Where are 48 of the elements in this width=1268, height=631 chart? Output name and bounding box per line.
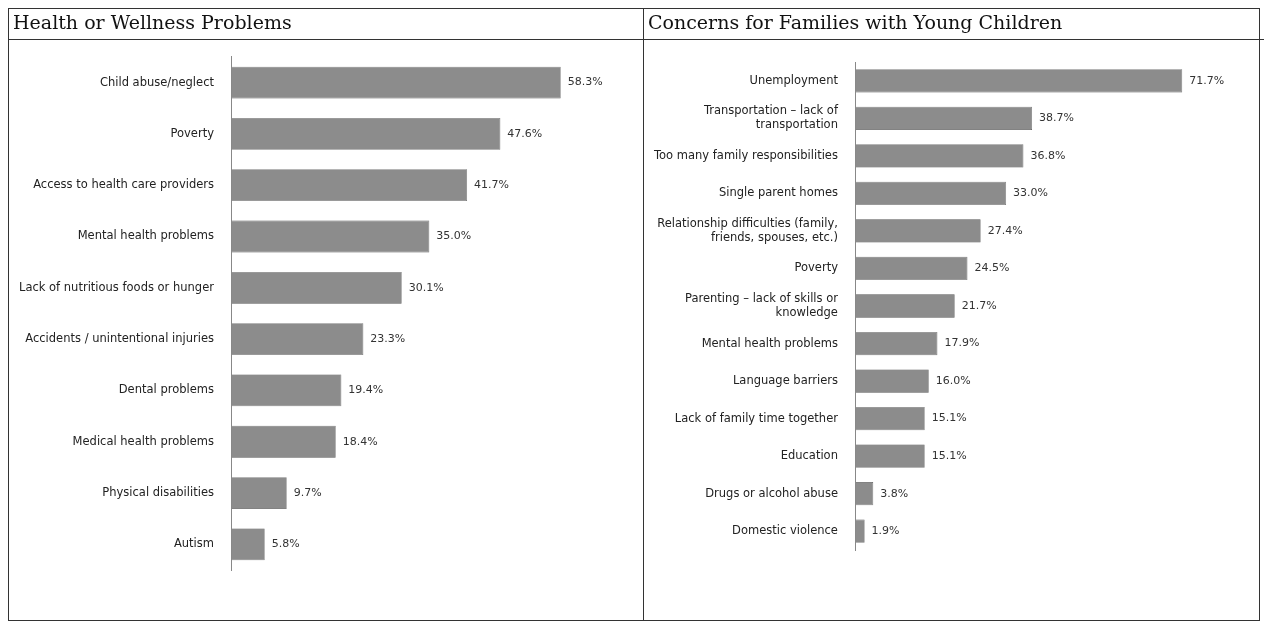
data-label: 36.8% xyxy=(1030,148,1066,162)
y-tick-label: Dental problems xyxy=(118,382,214,397)
y-tick-label: Lack of family time together xyxy=(674,410,839,425)
y-tick-label: Medical health problems xyxy=(72,433,214,448)
data-label: 35.0% xyxy=(436,229,472,243)
y-tick-label: Accidents / unintentional injuries xyxy=(25,331,214,346)
y-tick-label: Parenting – lack of skills or knowledge xyxy=(685,291,839,319)
data-label: 16.0% xyxy=(935,373,971,387)
y-tick-label: Mental health problems xyxy=(77,228,214,243)
data-label: 1.9% xyxy=(871,524,900,538)
data-label: 3.8% xyxy=(880,486,909,500)
y-tick-label: Language barriers xyxy=(732,373,838,388)
y-tick-label: Too many family responsibilities xyxy=(652,147,838,162)
data-label: 19.4% xyxy=(348,383,384,397)
data-label: 9.7% xyxy=(293,485,322,499)
data-label: 30.1% xyxy=(408,280,444,294)
data-label: 15.1% xyxy=(931,411,967,425)
data-label: 71.7% xyxy=(1189,73,1225,87)
data-label: 5.8% xyxy=(271,537,300,551)
data-label: 58.3% xyxy=(567,75,603,89)
y-tick-label: Single parent homes xyxy=(719,185,838,200)
data-label: 41.7% xyxy=(474,178,510,192)
y-tick-label: Physical disabilities xyxy=(102,485,214,500)
data-label: 15.1% xyxy=(931,449,967,463)
y-tick-label: Domestic violence xyxy=(732,523,838,538)
y-tick-label: Education xyxy=(780,448,838,463)
y-tick-label: Child abuse/neglect xyxy=(99,74,215,89)
y-tick-label: Transportation – lack of transportation xyxy=(702,103,839,132)
data-label: 21.7% xyxy=(961,298,997,312)
y-tick-label: Poverty xyxy=(794,260,839,275)
y-tick-label: Access to health care providers xyxy=(33,177,214,192)
data-label: 17.9% xyxy=(944,336,980,350)
y-tick-label: Mental health problems xyxy=(701,335,838,350)
data-label: 47.6% xyxy=(507,126,543,140)
y-tick-label: Poverty xyxy=(170,125,215,140)
data-label: 38.7% xyxy=(1039,111,1075,125)
data-label: 23.3% xyxy=(370,331,406,345)
chart-title: Health or Wellness Problems xyxy=(9,9,643,40)
data-label: 33.0% xyxy=(1013,186,1049,200)
data-label: 18.4% xyxy=(342,434,378,448)
y-tick-label: Relationship difficulties (family, friends, spouses, etc.) xyxy=(657,216,838,244)
y-tick-label: Lack of nutritious foods or hunger xyxy=(18,279,215,294)
data-label: 24.5% xyxy=(974,261,1010,275)
y-tick-label: Unemployment xyxy=(749,72,839,87)
chart-title: Concerns for Families with Young Children xyxy=(644,9,1264,40)
data-label: 27.4% xyxy=(987,223,1023,237)
y-tick-label: Drugs or alcohol abuse xyxy=(705,485,838,500)
y-tick-label: Autism xyxy=(173,536,214,551)
